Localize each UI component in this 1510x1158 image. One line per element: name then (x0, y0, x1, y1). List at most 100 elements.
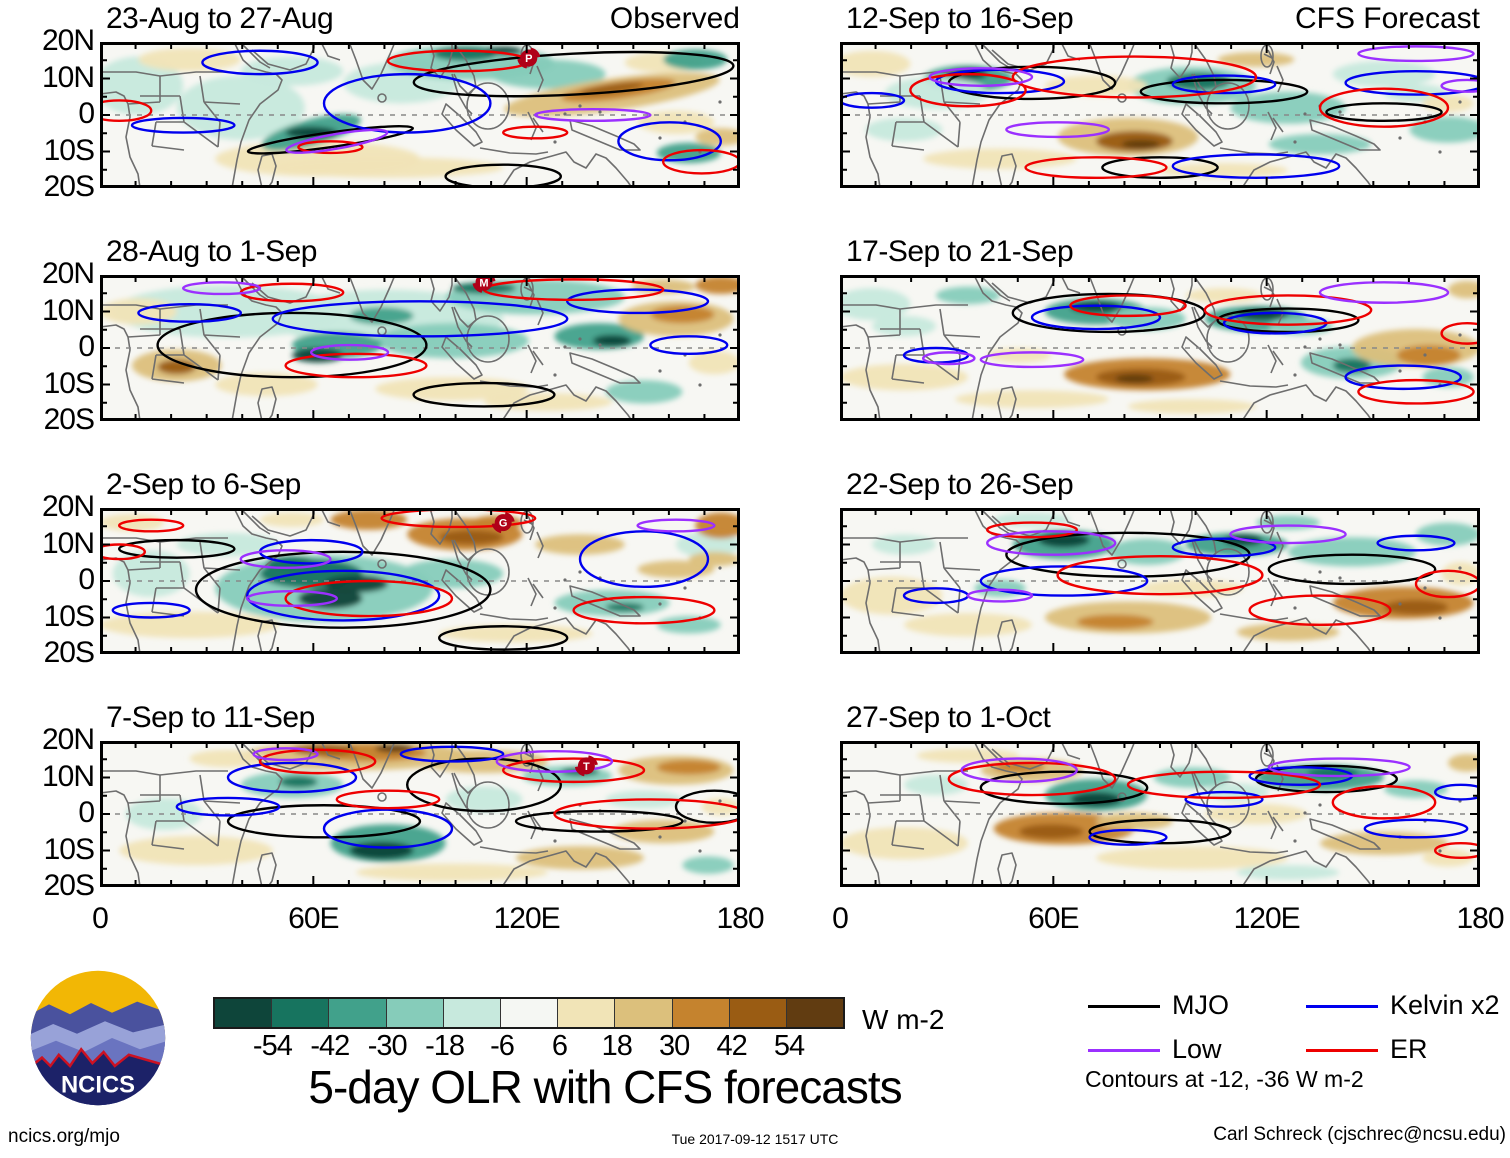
olr-fill-blob (840, 827, 968, 860)
olr-fill-blob (682, 856, 734, 874)
coastline-path (100, 91, 141, 188)
ncics-logo: NCICS (28, 968, 168, 1108)
colorbar-tick-label: 54 (773, 1030, 805, 1062)
y-axis-label: 20N (41, 257, 95, 290)
coastline-path (239, 42, 271, 69)
olr-fill-blob (1422, 366, 1474, 388)
x-axis-label: 120E (1233, 902, 1301, 935)
coastline-path (569, 119, 641, 151)
olr-fill-blob (580, 82, 644, 95)
map-panel-svg: G (100, 508, 740, 654)
mjo-contour (1254, 764, 1399, 794)
x-axis-label: 0 (92, 902, 109, 935)
coastline-path (429, 741, 453, 778)
island-dot (1398, 136, 1402, 140)
panel-frame (100, 42, 740, 188)
coastline-path (1191, 772, 1213, 814)
olr-fill-blob (1409, 116, 1480, 143)
olr-fill-blob (356, 863, 548, 882)
coastline-path (1272, 117, 1284, 133)
y-axis-label: 20S (43, 636, 95, 669)
island-dot (1458, 566, 1462, 570)
olr-fill-blob (535, 534, 625, 555)
coastline-path (231, 508, 283, 654)
kelvin-contour (1088, 828, 1168, 846)
kelvin-contour (840, 91, 906, 109)
coastline-path (1267, 577, 1277, 607)
olr-fill-blob (605, 602, 644, 612)
coastline-path (1181, 103, 1223, 147)
mjo-contour (514, 809, 684, 833)
kelvin-contour (137, 302, 242, 323)
island-dot (563, 112, 567, 116)
observed-label: Observed (609, 2, 740, 35)
olr-fill-blob (1256, 515, 1320, 530)
island-dot (1438, 616, 1442, 620)
coastline-path (532, 350, 544, 366)
colorbar-cell (329, 999, 387, 1027)
er-contour (947, 761, 1117, 797)
colorbar-tick-label: -6 (490, 1030, 515, 1062)
panel-title: 27-Sep to 1-Oct (846, 701, 1051, 734)
kelvin-contour (226, 761, 358, 794)
panel-frame (840, 741, 1480, 887)
island-dot (563, 345, 567, 349)
coastline-path (348, 275, 396, 323)
coastlines (840, 42, 1462, 188)
olr-fill-blob (650, 305, 715, 324)
coastline-path (971, 508, 1023, 654)
colorbar-tick-label: 42 (716, 1030, 747, 1062)
coastline-path (1267, 515, 1275, 541)
coastline-path (523, 286, 533, 292)
coastline-path (971, 42, 1023, 188)
olr-fill-blob (349, 307, 414, 325)
wave-contours (902, 281, 1480, 405)
mjo-contour (412, 50, 735, 98)
er-contour (1203, 294, 1373, 326)
island-outline (1206, 315, 1250, 363)
x-axis-label: 60E (288, 902, 339, 935)
coastline-path (231, 741, 283, 887)
y-axis-label: 10N (41, 759, 95, 793)
island-dot (1398, 369, 1402, 373)
olr-fill-blob (1076, 614, 1154, 630)
coastline-path (536, 65, 544, 93)
panel-title: 2-Sep to 6-Sep (106, 468, 301, 501)
coastline-path (536, 298, 544, 326)
kelvin-contour (1184, 790, 1264, 808)
coastline-path (501, 151, 633, 188)
coastline-path (1088, 741, 1136, 789)
y-axis-label: 0 (78, 330, 95, 363)
coastline-path (1088, 508, 1136, 556)
panel-title: 23-Aug to 27-Aug (106, 2, 334, 35)
olr-fill-blob (688, 551, 740, 567)
er-contour (100, 543, 146, 561)
island-outline (377, 93, 387, 103)
olr-fill-blob (955, 390, 1109, 408)
low-contour (239, 549, 332, 570)
footer-url: ncics.org/mjo (8, 1126, 120, 1147)
map-panel-svg (840, 508, 1480, 654)
coastline-path (429, 42, 453, 79)
olr-fill-blob (695, 276, 740, 294)
wave-contours (902, 521, 1480, 626)
mjo-contour (1088, 818, 1232, 845)
coastline-path (979, 508, 1011, 535)
olr-fill-blob (375, 323, 529, 359)
olr-fill-blob (1332, 60, 1436, 88)
mjo-contour (156, 311, 428, 379)
coastline-path (1241, 384, 1373, 421)
coastline-path (429, 275, 453, 312)
er-contour (1357, 378, 1475, 405)
olr-fill-blob (1108, 538, 1186, 565)
coastline-path (527, 282, 535, 308)
island-outline (1206, 82, 1250, 130)
island-dot (578, 570, 582, 574)
mjo-contour (226, 804, 422, 839)
y-axis-label: 10N (41, 60, 95, 94)
er-contour (258, 748, 377, 775)
olr-fill-blob (119, 835, 273, 866)
coastline-path (1267, 111, 1277, 141)
footer-timestamp: Tue 2017-09-12 1517 UTC (671, 1131, 839, 1147)
olr-fill-blob (923, 148, 1077, 170)
